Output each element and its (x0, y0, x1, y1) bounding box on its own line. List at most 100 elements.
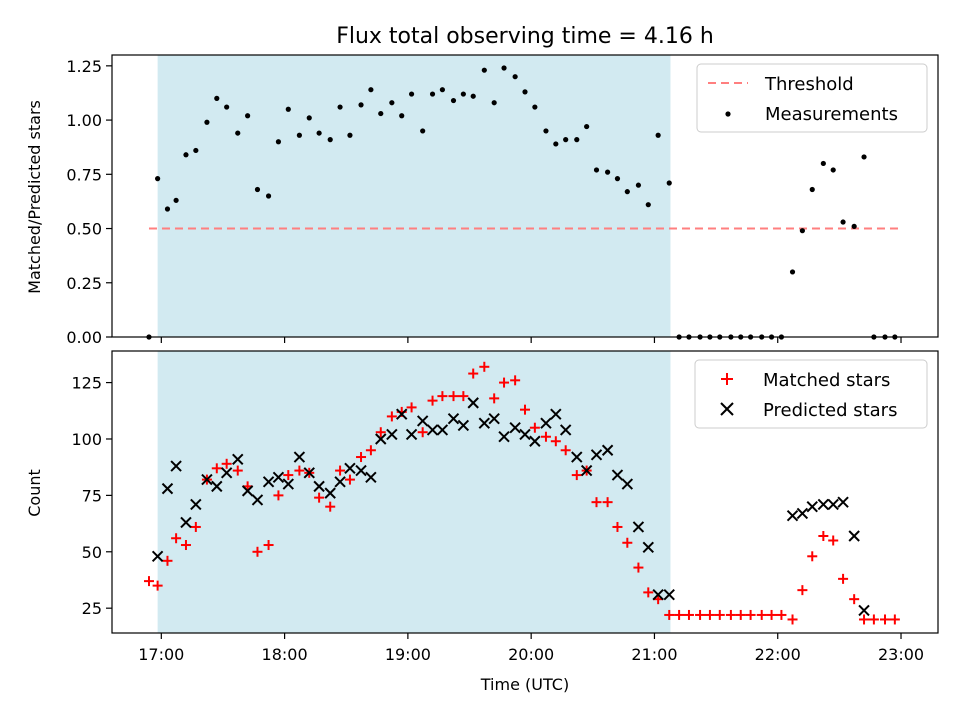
ratio-panel-frame (111, 54, 939, 338)
y-tick-label: 0.25 (66, 274, 102, 293)
measurement-point (275, 139, 282, 145)
time-x-axis: 17:00 18:00 19:00 20:00 21:00 22:00 23:00 (138, 633, 924, 664)
matched-star-point (695, 609, 706, 620)
measurement-point (224, 104, 230, 110)
predicted-star-point (436, 424, 449, 436)
measurement-point (368, 87, 374, 93)
predicted-star-point (540, 417, 552, 429)
measurement-point (389, 100, 395, 106)
shaded-region (157, 351, 671, 633)
matched-star-point (683, 609, 694, 620)
measurement-point (655, 132, 661, 138)
matched-star-point (180, 540, 191, 551)
measurement-point (245, 113, 251, 119)
predicted-star-point (467, 397, 479, 409)
count-panel-frame (111, 350, 939, 634)
predicted-star-point (365, 471, 377, 484)
matched-star-point (602, 497, 613, 508)
matched-star-point (745, 609, 756, 620)
measurement-point (450, 97, 457, 104)
matched-star-point (725, 609, 736, 620)
predicted-star-point (426, 424, 439, 436)
matched-star-point (283, 470, 294, 481)
matched-star-point (612, 521, 623, 532)
matched-star-point (190, 521, 201, 532)
matched-star-point (468, 368, 479, 379)
predicted-star-point (416, 415, 429, 427)
predicted-star-point (580, 464, 593, 477)
predicted-star-point (334, 476, 346, 488)
measurement-point (173, 197, 179, 203)
matched-star-point (263, 540, 274, 551)
measurement-point (408, 91, 415, 97)
measurement-points (146, 65, 898, 340)
matched-star-point (766, 609, 777, 620)
x-tick-label: 18:00 (262, 645, 308, 664)
count-y-axis: 25 50 75 100 125 (71, 374, 112, 618)
predicted-star-point (858, 604, 870, 617)
measurement-point (840, 219, 846, 225)
matched-star-point (232, 465, 243, 476)
matched-star-point (427, 395, 438, 406)
measurement-point (285, 106, 291, 112)
predicted-star-point (457, 419, 470, 432)
matched-star-point (406, 402, 417, 413)
measurement-point (624, 189, 630, 195)
predicted-star-point (241, 485, 254, 497)
matched-star-point (776, 609, 787, 620)
measurement-point (327, 137, 333, 143)
measurement-point (645, 202, 651, 208)
measurement-point (296, 132, 302, 138)
matched-star-point (171, 533, 182, 544)
matched-star-point (356, 452, 367, 463)
predicted-star-point (303, 467, 315, 479)
predicted-star-point (405, 428, 418, 441)
matched-star-point (458, 391, 469, 402)
x-tick-label: 20:00 (508, 645, 554, 664)
time-x-axis-label: Time (UTC) (480, 675, 569, 694)
measurement-point (347, 132, 353, 138)
measurement-point (491, 100, 497, 106)
predicted-star-point (272, 471, 285, 484)
matched-star-point (273, 490, 284, 501)
measurement-point (522, 89, 528, 95)
predicted-star-point (180, 516, 192, 529)
matched-star-point (479, 361, 490, 372)
measurement-point (593, 167, 600, 173)
matched-star-point (152, 580, 163, 591)
measurement-point (635, 182, 642, 188)
predicted-star-point (313, 480, 325, 493)
matched-star-point (221, 458, 232, 469)
predicted-star-point (324, 487, 336, 499)
measurement-point (605, 169, 611, 175)
legend-predicted-label: Predicted stars (763, 400, 897, 421)
x-tick-label: 22:00 (755, 645, 801, 664)
count-legend-frame (694, 359, 928, 429)
predicted-star-point (211, 480, 223, 493)
predicted-star-point (509, 421, 521, 434)
measurement-point (306, 115, 312, 121)
predicted-star-point (251, 494, 264, 506)
ratio-legend-frame (696, 63, 928, 133)
predicted-star-point (550, 408, 562, 420)
measurement-point (470, 93, 476, 99)
matched-star-point (674, 609, 685, 620)
measurement-point (254, 186, 261, 193)
matched-star-point (828, 535, 839, 546)
measurement-point (429, 91, 436, 97)
legend-predicted-swatch (720, 402, 734, 416)
measurement-point (512, 74, 518, 80)
predicted-star-point (817, 498, 830, 511)
matched-star-point (735, 609, 746, 620)
measurement-point (399, 113, 405, 119)
matched-star-point (560, 445, 571, 456)
matched-star-point (489, 393, 500, 404)
matched-star-point (838, 573, 849, 584)
predicted-star-point (498, 431, 510, 443)
measurement-point (481, 67, 487, 73)
ratio-y-axis: 0.00 0.25 0.50 0.75 1.00 1.25 (66, 57, 112, 347)
x-tick-label: 21:00 (631, 645, 677, 664)
measurement-point (378, 110, 384, 117)
x-tick-label: 19:00 (385, 645, 431, 664)
measurement-point (358, 102, 364, 108)
